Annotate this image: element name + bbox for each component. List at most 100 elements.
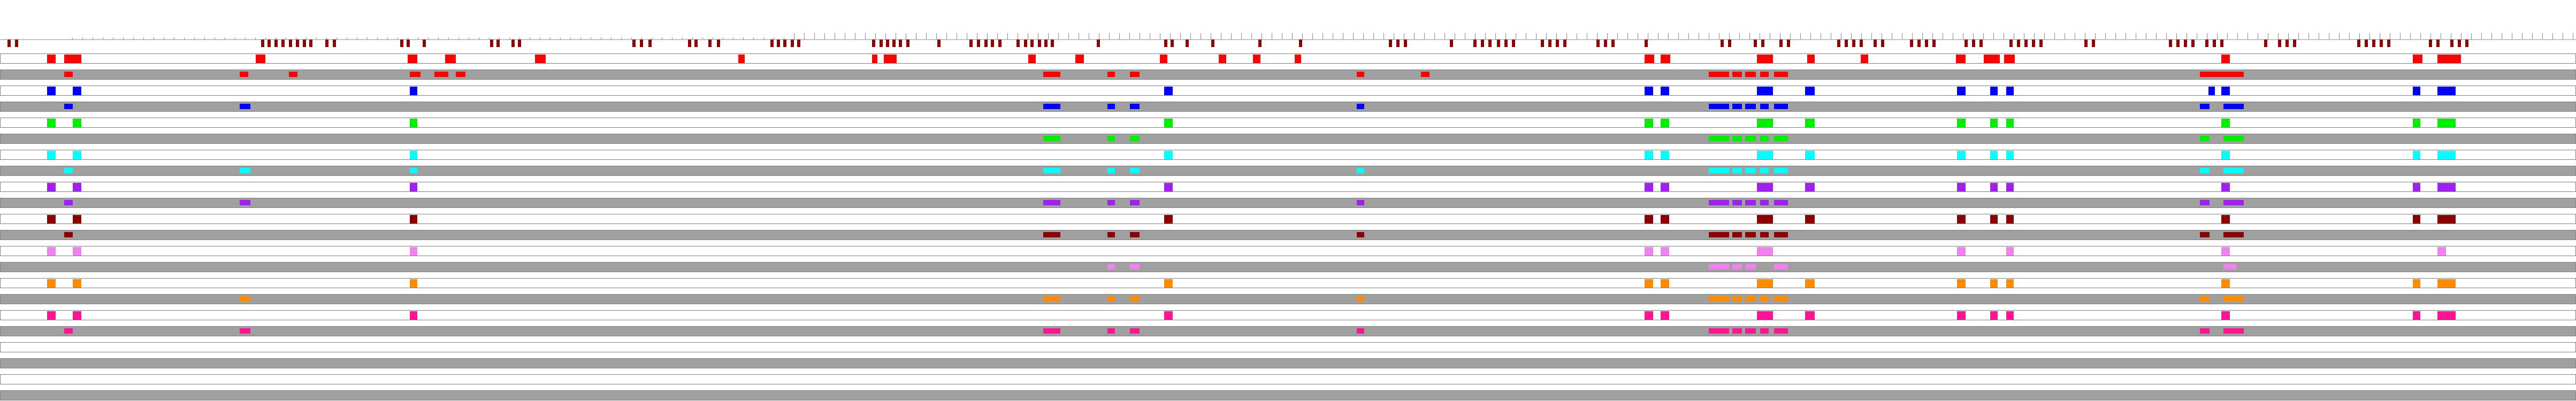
ruler-block: [2009, 40, 2013, 47]
track-8-mark: [1357, 168, 1364, 173]
ruler-block: [1645, 40, 1648, 47]
track-9-mark: [1990, 183, 1998, 191]
track-1-mark: [2221, 55, 2230, 63]
track-8-mark: [1107, 168, 1115, 173]
ruler-block: [2017, 40, 2020, 47]
track-11-mark: [1661, 215, 1669, 223]
track-3-mark: [410, 87, 417, 95]
track-11-mark: [1990, 215, 1998, 223]
track-2-mark: [2228, 72, 2244, 77]
ruler-block: [2285, 40, 2289, 47]
ruler-block: [1925, 40, 1928, 47]
ruler-block: [640, 40, 643, 47]
ruler-block: [518, 40, 521, 47]
ruler-block: [2213, 40, 2216, 47]
track-13-mark: [1757, 247, 1773, 256]
track-17-mark: [2006, 311, 2014, 320]
track-2-mark: [1421, 72, 1430, 77]
track-17-mark: [2437, 311, 2446, 320]
track-13-mark: [2006, 247, 2014, 256]
ruler-block: [2458, 40, 2461, 47]
track-10-mark: [1357, 200, 1364, 205]
track-3-mark: [1757, 87, 1773, 95]
ruler-block: [1164, 40, 1167, 47]
track-15-mark: [2446, 279, 2456, 288]
track-3-mark: [47, 87, 56, 95]
ruler-block: [281, 40, 285, 47]
ruler-block: [2092, 40, 2095, 47]
ruler-block: [937, 40, 941, 47]
ruler-block: [7, 40, 11, 47]
track-5-mark: [47, 119, 56, 127]
track-11-mark: [47, 215, 56, 223]
track-2-mark: [1043, 72, 1060, 77]
track-10-mark: [1130, 200, 1140, 205]
ruler-block: [2169, 40, 2172, 47]
track-1-mark: [738, 55, 745, 63]
track-17-mark: [47, 311, 56, 320]
track-2-mark: [1745, 72, 1756, 77]
ruler-block: [688, 40, 691, 47]
ruler-block: [2365, 40, 2368, 47]
ruler-block: [1473, 40, 1477, 47]
track-row-12: [0, 230, 2576, 240]
track-13-mark: [1645, 247, 1653, 256]
ruler-block: [2191, 40, 2195, 47]
track-6-mark: [2223, 136, 2244, 141]
ruler-block: [1910, 40, 1913, 47]
ruler-block: [1024, 40, 1027, 47]
track-3-mark: [73, 87, 81, 95]
track-6-mark: [2200, 136, 2210, 141]
track-12-mark: [1043, 232, 1060, 237]
track-17-mark: [73, 311, 81, 320]
track-6-mark: [1760, 136, 1769, 141]
track-1-mark: [73, 55, 81, 63]
ruler-block: [1450, 40, 1453, 47]
track-10-mark: [1107, 200, 1115, 205]
track-2-mark: [1357, 72, 1364, 77]
track-15-mark: [1805, 279, 1815, 288]
track-18-mark: [1709, 328, 1729, 334]
track-18-mark: [240, 328, 250, 334]
track-2-mark: [456, 72, 465, 77]
track-12-mark: [1130, 232, 1140, 237]
track-10-mark: [240, 200, 250, 205]
track-row-6: [0, 134, 2576, 144]
track-8-mark: [1732, 168, 1742, 173]
track-10-mark: [1760, 200, 1769, 205]
track-18-mark: [64, 328, 73, 334]
ruler-block: [2465, 40, 2468, 47]
track-1-mark: [884, 55, 890, 63]
ruler-block: [261, 40, 264, 47]
track-1-mark: [1807, 55, 1815, 63]
track-17-mark: [1990, 311, 1998, 320]
track-3-mark: [2006, 87, 2014, 95]
track-15-mark: [1661, 279, 1669, 288]
ruler-block: [1051, 40, 1054, 47]
ruler-block: [1404, 40, 1407, 47]
track-16-mark: [1732, 296, 1742, 302]
track-1-mark: [890, 55, 897, 63]
ruler-block: [2357, 40, 2360, 47]
ruler-block: [797, 40, 800, 47]
track-11-mark: [410, 215, 417, 223]
track-16-mark: [1760, 296, 1769, 302]
track-2-mark: [2212, 72, 2228, 77]
track-18-mark: [2223, 328, 2244, 334]
track-4-mark: [240, 104, 250, 109]
ruler-block: [886, 40, 889, 47]
track-7-mark: [1990, 151, 1998, 159]
track-17-mark: [1957, 311, 1966, 320]
track-12-mark: [1709, 232, 1729, 237]
track-8-mark: [2223, 168, 2244, 173]
track-1-mark: [1253, 55, 1260, 63]
ruler-block: [1761, 40, 1764, 47]
track-16-mark: [2223, 296, 2244, 302]
track-4-mark: [1130, 104, 1140, 109]
track-row-8: [0, 166, 2576, 176]
ruler-block: [407, 40, 410, 47]
track-4-mark: [2223, 104, 2244, 109]
ruler-block: [2387, 40, 2390, 47]
track-row-9: [0, 182, 2576, 192]
